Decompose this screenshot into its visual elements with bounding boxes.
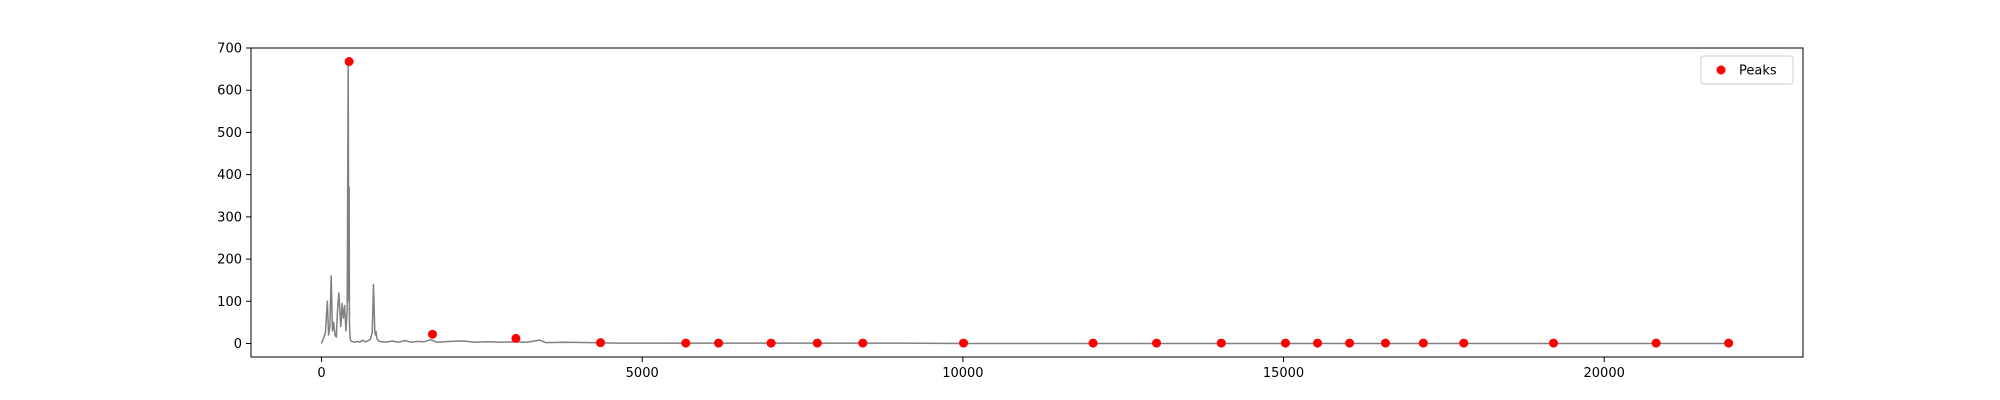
legend-peak-marker [1716, 65, 1726, 75]
x-tick-label: 10000 [942, 366, 983, 381]
x-tick-label: 5000 [626, 366, 659, 381]
peak-marker [1345, 338, 1355, 348]
peak-marker [1381, 338, 1390, 348]
peak-marker [1152, 338, 1162, 348]
peak-marker [1418, 338, 1428, 348]
x-tick-label: 15000 [1263, 366, 1304, 381]
peak-marker [812, 338, 822, 348]
y-tick-label: 200 [217, 253, 242, 268]
legend-label: Peaks [1739, 64, 1777, 79]
peak-marker [714, 338, 724, 348]
peak-marker [1216, 338, 1226, 348]
peak-marker [1313, 338, 1323, 348]
peak-marker [1724, 338, 1734, 348]
peak-marker [766, 338, 776, 348]
y-tick-label: 100 [217, 295, 242, 310]
peak-marker [1651, 338, 1661, 348]
peak-marker [427, 329, 437, 339]
peak-marker [959, 338, 969, 348]
peak-marker [596, 338, 606, 348]
y-tick-label: 400 [217, 168, 242, 183]
peak-marker [344, 57, 354, 67]
x-tick-label: 20000 [1584, 366, 1625, 381]
legend-box [1700, 55, 1794, 85]
peak-marker [858, 338, 868, 348]
peak-marker [1549, 338, 1559, 348]
legend: Peaks [1700, 55, 1794, 85]
peak-marker [1280, 338, 1290, 348]
peak-marker [1088, 338, 1098, 348]
y-tick-label: 500 [217, 126, 242, 141]
y-tick-label: 600 [217, 84, 242, 99]
axes: 0 5000 10000 15000 20000 0 100 200 300 400 500 600 7… [217, 42, 1804, 381]
x-tick-label: 0 [317, 366, 325, 381]
y-tick-label: 300 [217, 210, 242, 225]
peak-marker [1459, 338, 1469, 348]
peak-marker [681, 338, 691, 348]
axes-frame [250, 47, 1804, 358]
y-tick-label: 0 [234, 337, 242, 352]
signal-line [320, 60, 1730, 345]
plot-area [320, 57, 1734, 348]
peak-marker [511, 333, 521, 343]
y-tick-label: 700 [217, 42, 242, 57]
